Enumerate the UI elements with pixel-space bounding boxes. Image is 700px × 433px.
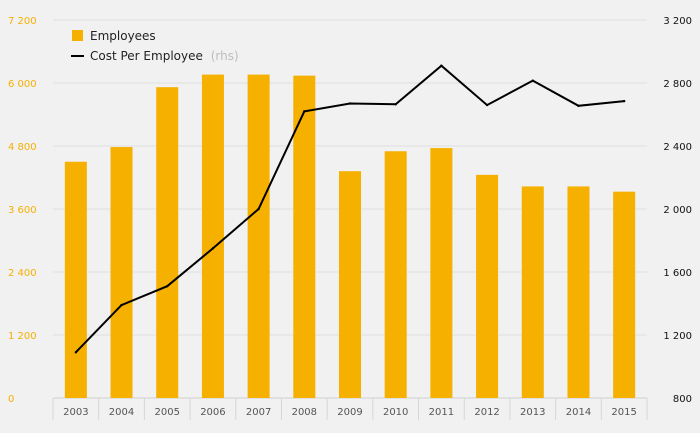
bar-2003: [64, 161, 87, 398]
line-point-2012: [485, 103, 489, 107]
left-tick-label: 0: [8, 394, 14, 405]
bar-2012: [476, 174, 499, 398]
left-tick-label: 3 600: [8, 205, 37, 216]
bar-2013: [521, 186, 544, 398]
legend: Employees Cost Per Employee (rhs): [71, 29, 239, 63]
line-point-2010: [394, 103, 397, 106]
bar-2008: [293, 75, 316, 399]
x-tick-label-2014: 2014: [566, 407, 591, 418]
line-point-2008: [303, 110, 306, 113]
x-axis: 2003 2004 2005 2006 2007 2008 2009 2010 2011 2012…: [52, 398, 648, 420]
legend-rhs-note: (rhs): [211, 49, 239, 63]
bar-2006: [201, 74, 224, 398]
legend-label-employees: Employees: [90, 29, 156, 43]
right-tick-label: 3 200: [663, 16, 692, 27]
x-tick-label-2011: 2011: [429, 407, 454, 418]
legend-swatch-employees: [72, 30, 83, 41]
bar-2011: [430, 148, 453, 398]
bar-2004: [110, 147, 133, 398]
line-point-2004: [120, 303, 123, 307]
bar-2007: [247, 74, 270, 398]
bar-2009: [339, 171, 361, 398]
x-tick-label-2015: 2015: [611, 407, 636, 418]
right-tick-label: 1 200: [663, 331, 692, 342]
line-point-2006: [211, 247, 215, 250]
x-tick-label-2007: 2007: [246, 407, 271, 418]
left-tick-label: 6 000: [8, 79, 37, 90]
left-axis-ticks: 0 1 200 2 400 3 600 4 800 6 000 7 200: [8, 16, 37, 405]
left-tick-label: 4 800: [8, 142, 37, 153]
bar-2015: [613, 191, 636, 398]
right-tick-label: 2 000: [663, 205, 692, 216]
right-axis-ticks: 800 1 200 1 600 2 000 2 400 2 800 3 200: [663, 16, 692, 405]
x-tick-label-2013: 2013: [520, 407, 545, 418]
x-tick-label-2009: 2009: [337, 407, 362, 418]
cost-per-employee-line: [74, 64, 626, 354]
x-tick-label-2004: 2004: [109, 407, 134, 418]
left-tick-label: 2 400: [8, 268, 37, 279]
employee-bars: [64, 74, 636, 399]
x-tick-label-2008: 2008: [292, 407, 317, 418]
x-tick-label-2010: 2010: [383, 407, 408, 418]
line-point-2014: [577, 104, 580, 108]
legend-label-cost-per-employee: Cost Per Employee (rhs): [90, 49, 239, 63]
bar-2014: [567, 186, 590, 398]
right-tick-label: 1 600: [663, 268, 692, 279]
x-tick-label-2005: 2005: [155, 407, 180, 418]
line-point-2009: [348, 102, 352, 105]
left-tick-label: 1 200: [8, 331, 37, 342]
line-point-2005: [166, 284, 169, 288]
line-point-2011: [440, 64, 443, 67]
x-tick-label-2012: 2012: [474, 407, 499, 418]
x-tick-label-2006: 2006: [200, 407, 225, 418]
line-point-2015: [622, 99, 626, 103]
left-tick-label: 7 200: [8, 16, 37, 27]
line-point-2007: [257, 207, 260, 211]
right-tick-label: 800: [673, 394, 692, 405]
right-tick-label: 2 800: [663, 79, 692, 90]
right-tick-label: 2 400: [663, 142, 692, 153]
bar-2005: [156, 87, 179, 398]
x-tick-label-2003: 2003: [63, 407, 88, 418]
line-point-2013: [531, 79, 534, 82]
line-point-2003: [74, 351, 78, 354]
bar-2010: [384, 151, 407, 398]
